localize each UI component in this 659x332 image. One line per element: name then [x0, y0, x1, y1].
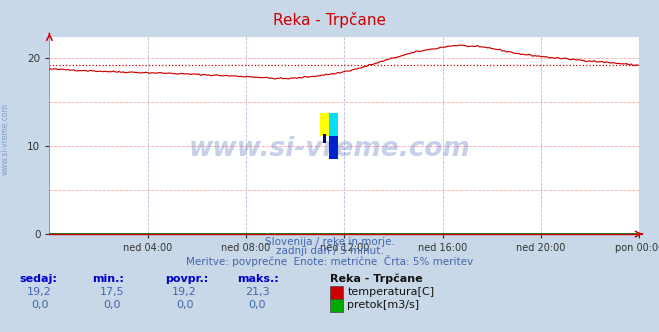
Text: 0,0: 0,0	[176, 300, 193, 310]
Text: povpr.:: povpr.:	[165, 274, 208, 284]
Text: 17,5: 17,5	[100, 287, 125, 297]
Text: Slovenija / reke in morje.: Slovenija / reke in morje.	[264, 237, 395, 247]
Text: 19,2: 19,2	[27, 287, 52, 297]
Text: pretok[m3/s]: pretok[m3/s]	[347, 300, 419, 310]
Text: 0,0: 0,0	[31, 300, 48, 310]
Text: zadnji dan / 5 minut.: zadnji dan / 5 minut.	[275, 246, 384, 256]
Text: 19,2: 19,2	[172, 287, 197, 297]
Text: 21,3: 21,3	[244, 287, 270, 297]
Text: sedaj:: sedaj:	[20, 274, 57, 284]
Text: Reka - Trpčane: Reka - Trpčane	[330, 274, 422, 285]
Text: temperatura[C]: temperatura[C]	[347, 287, 434, 297]
Text: Reka - Trpčane: Reka - Trpčane	[273, 12, 386, 28]
Text: www.si-vreme.com: www.si-vreme.com	[1, 104, 10, 175]
Text: www.si-vreme.com: www.si-vreme.com	[188, 136, 471, 162]
Text: 0,0: 0,0	[248, 300, 266, 310]
Text: 0,0: 0,0	[103, 300, 121, 310]
Text: Meritve: povprečne  Enote: metrične  Črta: 5% meritev: Meritve: povprečne Enote: metrične Črta:…	[186, 255, 473, 267]
Text: min.:: min.:	[92, 274, 124, 284]
Text: maks.:: maks.:	[237, 274, 279, 284]
